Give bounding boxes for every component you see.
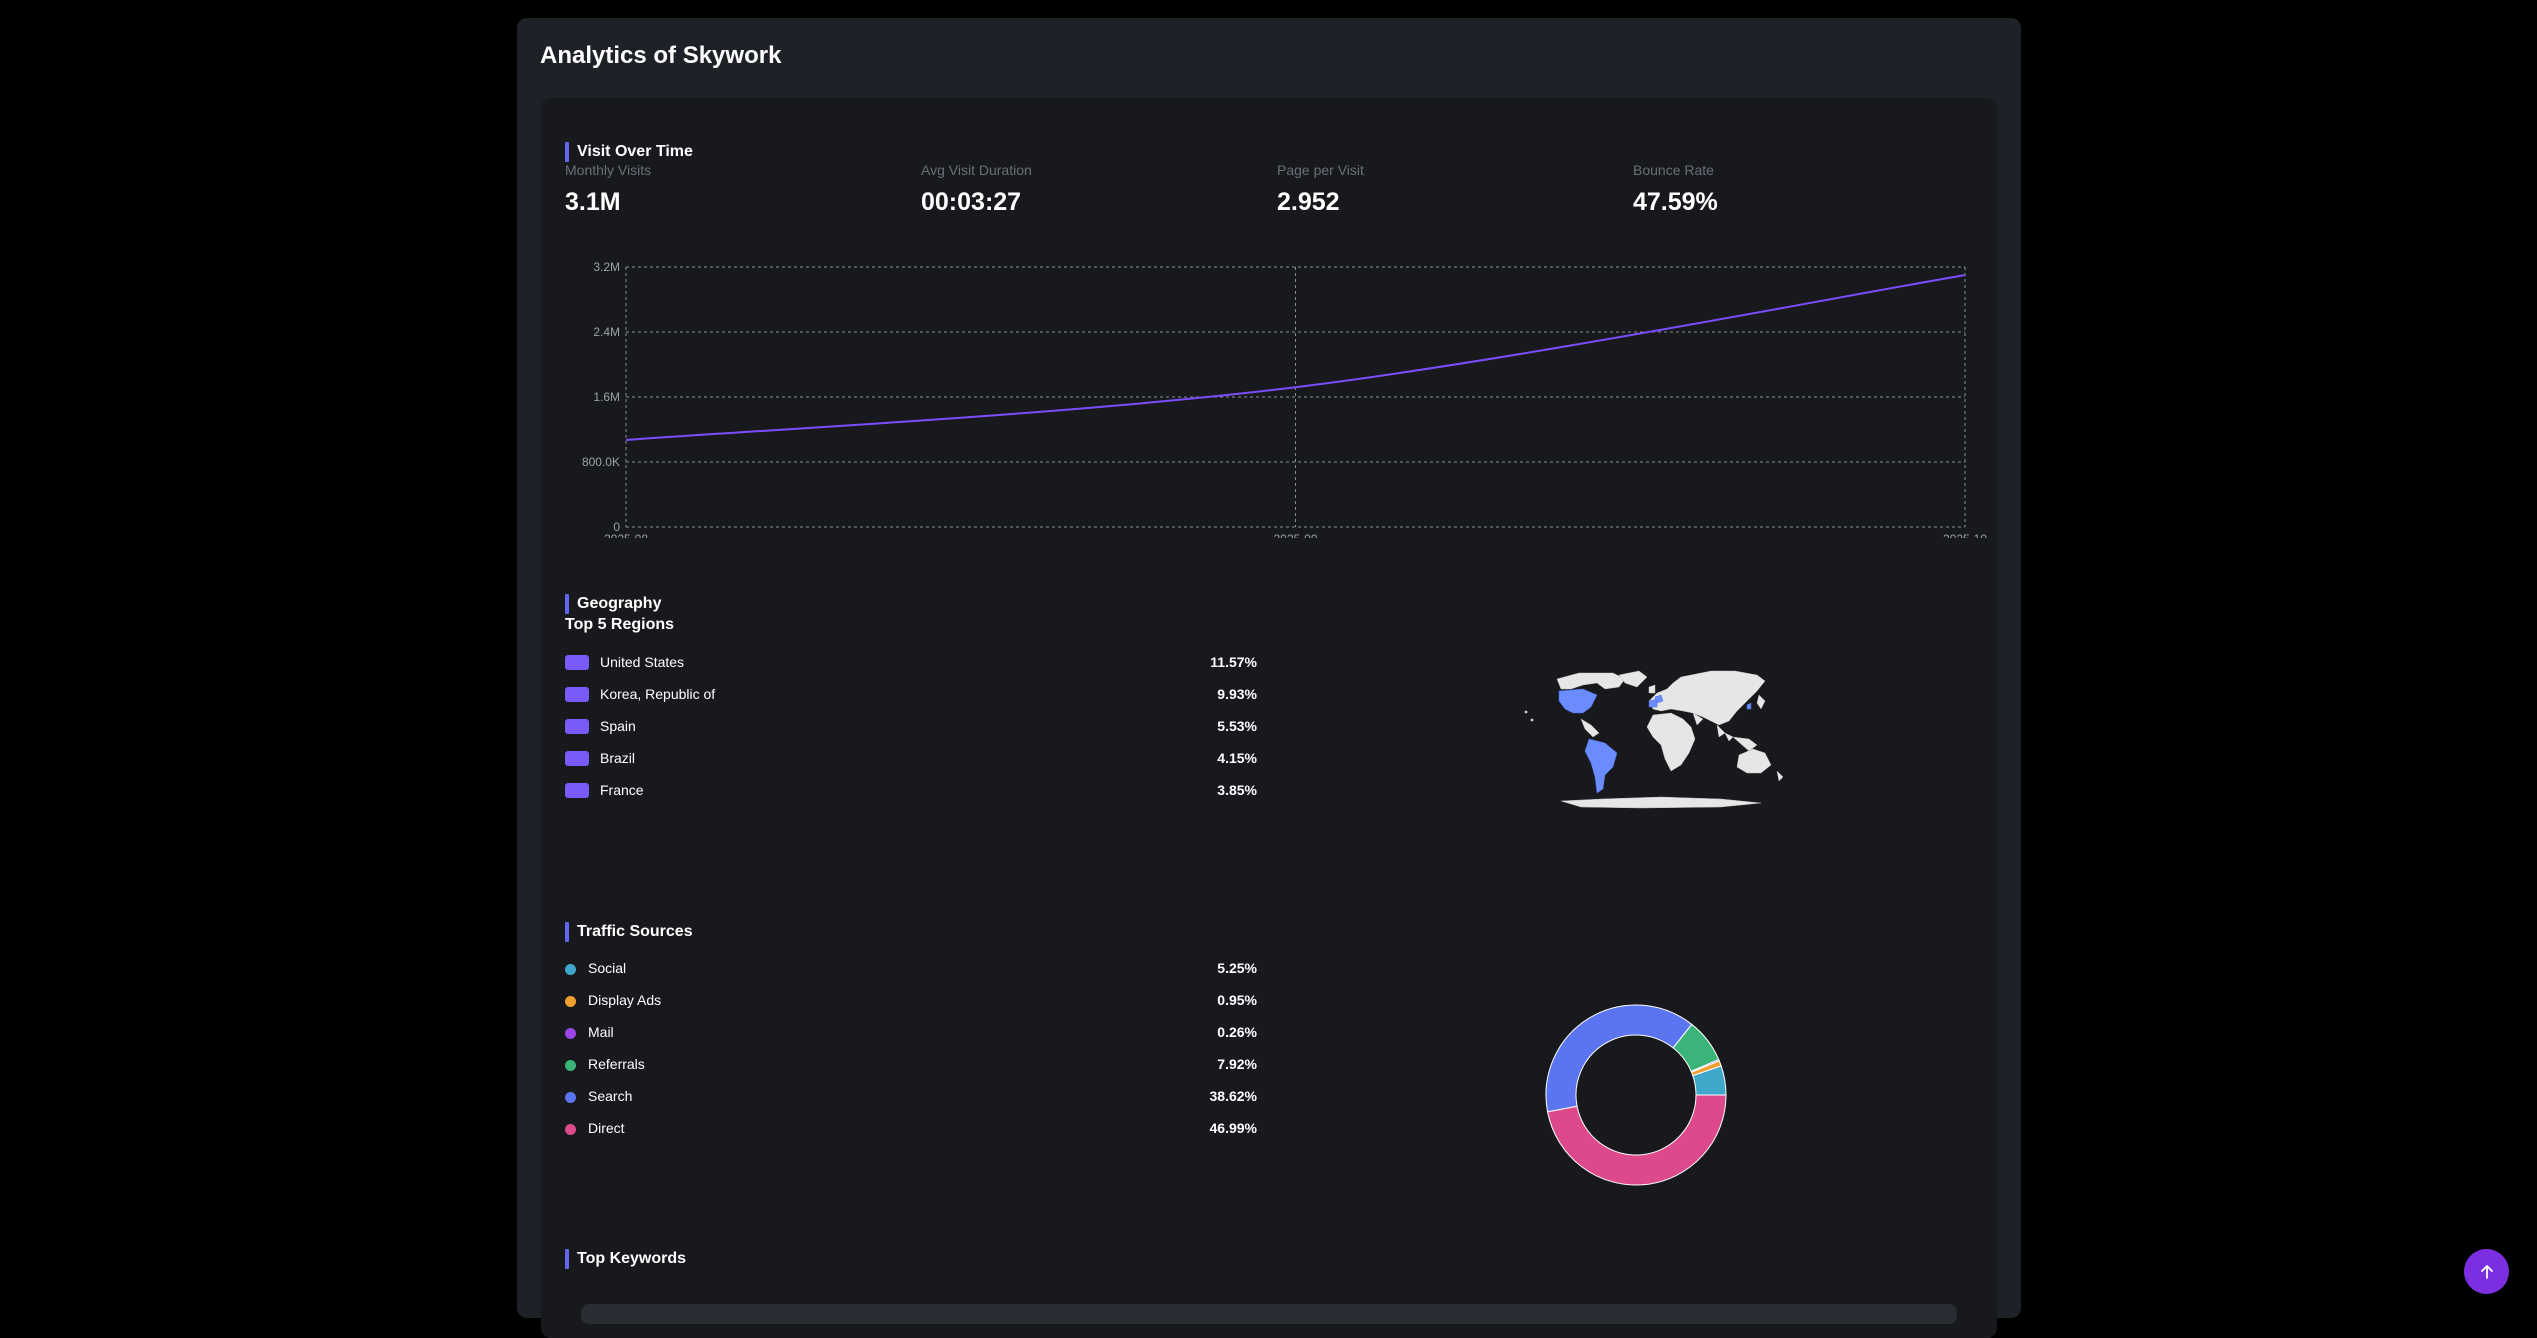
traffic-row: Social 5.25% <box>565 959 1257 979</box>
region-swatch <box>565 783 589 798</box>
stat-page-per-visit: Page per Visit 2.952 <box>1277 162 1364 216</box>
top-regions-heading: Top 5 Regions <box>565 616 675 633</box>
traffic-source-name: Referrals <box>588 1056 645 1072</box>
analytics-panel: Analytics of Skywork Visit Over Time Mon… <box>517 18 2021 1338</box>
region-swatch <box>565 751 589 766</box>
traffic-source-name: Mail <box>588 1024 614 1040</box>
traffic-row: Search 38.62% <box>565 1087 1257 1107</box>
x-tick-label: 2025-08 <box>604 532 648 538</box>
traffic-source-value: 38.62% <box>1209 1088 1257 1104</box>
traffic-row: Direct 46.99% <box>565 1119 1257 1139</box>
traffic-dot <box>565 1092 576 1103</box>
donut-slice-direct[interactable] <box>1547 1094 1727 1186</box>
traffic-source-name: Display Ads <box>588 992 662 1008</box>
traffic-dot <box>565 996 576 1007</box>
region-name: Spain <box>600 718 636 734</box>
region-name: Brazil <box>600 750 636 766</box>
visits-series-line <box>625 274 1966 442</box>
traffic-source-value: 0.95% <box>1217 992 1257 1008</box>
region-name: Korea, Republic of <box>600 686 716 702</box>
traffic-source-value: 46.99% <box>1209 1120 1257 1136</box>
stat-monthly-visits: Monthly Visits 3.1M <box>565 162 651 216</box>
visits-section-title: Visit Over Time <box>565 142 693 162</box>
traffic-source-value: 0.26% <box>1217 1024 1257 1040</box>
donut-slice-search[interactable] <box>1545 1004 1693 1113</box>
analytics-card: Visit Over Time Monthly Visits 3.1M Avg … <box>541 98 1997 1338</box>
traffic-source-name: Search <box>588 1088 633 1104</box>
region-swatch <box>565 687 589 702</box>
traffic-dot <box>565 964 576 975</box>
scroll-to-top-button[interactable] <box>2464 1249 2509 1294</box>
visits-line-chart[interactable]: 0 800.0K 1.6M 2.4M 3.2M 2025-08 2025-09 2025-10 <box>541 98 1997 538</box>
stat-bounce-rate: Bounce Rate 47.59% <box>1633 162 1718 216</box>
keywords-section-title: Top Keywords <box>565 1249 686 1269</box>
traffic-section-title: Traffic Sources <box>565 922 693 942</box>
traffic-row: Mail 0.26% <box>565 1023 1257 1043</box>
arrow-up-icon <box>2480 1264 2493 1279</box>
traffic-dot <box>565 1124 576 1135</box>
y-tick-label: 800.0K <box>582 455 620 469</box>
traffic-source-value: 7.92% <box>1217 1056 1257 1072</box>
region-row: Brazil 4.15% <box>565 749 1257 769</box>
y-tick-label: 2.4M <box>593 325 620 339</box>
region-value: 11.57% <box>1210 654 1257 670</box>
stat-value: 00:03:27 <box>921 188 1022 216</box>
map-highlighted-regions <box>1558 688 1752 794</box>
region-value: 5.53% <box>1217 718 1257 734</box>
traffic-row: Referrals 7.92% <box>565 1055 1257 1075</box>
traffic-source-name: Direct <box>588 1120 625 1136</box>
y-tick-label: 3.2M <box>593 260 620 274</box>
map-land <box>1524 670 1784 809</box>
stat-value: 47.59% <box>1633 188 1718 216</box>
stat-label: Monthly Visits <box>565 162 652 178</box>
x-tick-label: 2025-09 <box>1273 532 1317 538</box>
stat-avg-visit-duration: Avg Visit Duration 00:03:27 <box>921 162 1032 216</box>
y-tick-label: 0 <box>613 520 620 534</box>
region-value: 4.15% <box>1217 750 1257 766</box>
traffic-donut-chart[interactable] <box>1536 995 1736 1195</box>
x-tick-label: 2025-10 <box>1943 532 1987 538</box>
region-row: Korea, Republic of 9.93% <box>565 685 1257 705</box>
stat-label: Bounce Rate <box>1633 162 1714 178</box>
region-row: United States 11.57% <box>565 653 1257 673</box>
region-swatch <box>565 719 589 734</box>
region-name: United States <box>600 654 685 670</box>
region-value: 9.93% <box>1217 686 1257 702</box>
traffic-source-value: 5.25% <box>1217 960 1257 976</box>
stat-value: 3.1M <box>565 188 621 216</box>
stat-label: Page per Visit <box>1277 162 1364 178</box>
stat-label: Avg Visit Duration <box>921 162 1032 178</box>
traffic-dot <box>565 1028 576 1039</box>
region-name: France <box>600 782 644 798</box>
traffic-source-name: Social <box>588 960 627 976</box>
region-swatch <box>565 655 589 670</box>
traffic-dot <box>565 1060 576 1071</box>
page-title: Analytics of Skywork <box>540 42 782 69</box>
world-map[interactable] <box>1521 667 1801 817</box>
y-tick-label: 1.6M <box>593 390 620 404</box>
region-row: France 3.85% <box>565 781 1257 801</box>
stat-value: 2.952 <box>1277 188 1340 216</box>
keywords-table-header <box>581 1304 1957 1324</box>
traffic-row: Display Ads 0.95% <box>565 991 1257 1011</box>
region-value: 3.85% <box>1217 782 1257 798</box>
geography-section-title: Geography <box>565 594 661 614</box>
region-row: Spain 5.53% <box>565 717 1257 737</box>
